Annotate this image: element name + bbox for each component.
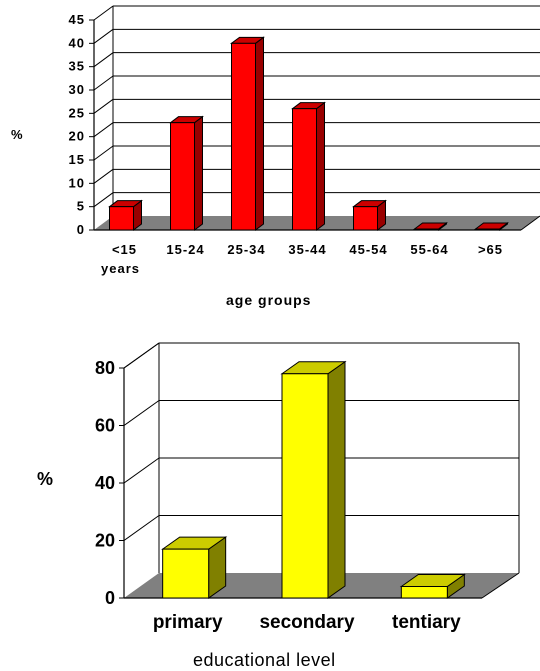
chart2-y-axis-title: % <box>37 469 53 489</box>
c2-grid-diagonal <box>123 400 160 426</box>
c1-x-tick-line: 25-34 <box>227 242 265 257</box>
c1-x-tick-label: 35-44 <box>288 242 326 257</box>
c1-x-tick-line: 45-54 <box>349 242 387 257</box>
c2-x-tick-line: primary <box>153 612 223 633</box>
c1-x-tick-line: <15 <box>112 242 137 257</box>
c1-x-tick-line: 15-24 <box>166 242 204 257</box>
chart1-x-axis-title: age groups <box>226 292 311 308</box>
c1-bar-side <box>316 101 325 231</box>
c1-bar-front <box>231 42 256 231</box>
c1-y-tick-label: 25 <box>69 105 85 120</box>
c2-x-tick-line: tentiary <box>392 612 461 633</box>
c2-x-tick-label: primary <box>153 612 223 633</box>
c1-x-tick-line: 35-44 <box>288 242 326 257</box>
c1-grid-diagonal <box>93 5 114 21</box>
chart1-y-axis-title: % <box>11 127 24 142</box>
c1-x-tick-label: <15 years <box>101 242 140 276</box>
c1-x-tick-line: 55-64 <box>410 242 448 257</box>
c2-y-tick-label: 80 <box>95 358 115 378</box>
c1-grid-diagonal <box>93 168 114 184</box>
c1-y-tick-label: 30 <box>69 82 85 97</box>
c1-y-tick-label: 15 <box>69 152 85 167</box>
c1-x-tick-line: >65 <box>478 242 503 257</box>
c2-bar <box>280 360 347 599</box>
c2-bar <box>161 536 228 599</box>
c1-grid-diagonal <box>93 192 114 208</box>
chart1-floor-edge <box>520 215 540 231</box>
c2-y-tick-label: 60 <box>95 416 115 436</box>
c1-bar <box>169 115 204 231</box>
c1-bar-front <box>475 228 500 231</box>
c1-grid-diagonal <box>93 98 114 114</box>
c1-grid-diagonal <box>93 28 114 44</box>
c2-y-tick-label: 40 <box>95 473 115 493</box>
chart2-top-diagonal <box>123 342 160 369</box>
c2-bar-side <box>327 360 346 599</box>
c1-bar-front <box>109 206 134 231</box>
c2-y-tick-label: 0 <box>105 588 115 608</box>
c1-grid-diagonal <box>93 145 114 161</box>
chart2-floor-edge <box>481 572 520 599</box>
c1-y-tick-label: 0 <box>77 222 85 237</box>
c1-bar-side <box>255 36 264 231</box>
c1-bar <box>230 36 265 231</box>
c1-bar-front <box>170 122 195 231</box>
c2-x-tick-label: tentiary <box>392 612 461 633</box>
c1-y-tick-label: 10 <box>69 175 85 190</box>
c1-x-tick-line: years <box>101 261 140 276</box>
chart2-x-axis-title: educational level <box>193 650 336 670</box>
c1-x-tick-label: 45-54 <box>349 242 387 257</box>
c1-bar-side <box>194 115 203 231</box>
c1-x-tick-label: 15-24 <box>166 242 204 257</box>
c1-x-tick-label: >65 <box>478 242 503 257</box>
c1-bar-front <box>292 108 317 231</box>
c2-bar <box>399 573 466 599</box>
c2-x-tick-line: secondary <box>259 612 354 633</box>
c1-y-tick-label: 45 <box>69 12 85 27</box>
c1-bar-front <box>353 206 378 231</box>
c1-y-tick-label: 5 <box>77 199 85 214</box>
c1-bar <box>413 222 448 231</box>
c2-bar-front <box>281 373 329 599</box>
c1-x-tick-label: 55-64 <box>410 242 448 257</box>
c1-grid-diagonal <box>93 75 114 91</box>
c1-bar <box>352 199 387 231</box>
c1-x-tick-label: 25-34 <box>227 242 265 257</box>
c1-y-tick-label: 35 <box>69 59 85 74</box>
c2-bar-front <box>162 548 210 599</box>
c1-grid-diagonal <box>93 122 114 138</box>
c1-y-tick-label: 20 <box>69 129 85 144</box>
c1-y-tick-label: 40 <box>69 35 85 50</box>
c2-grid-diagonal <box>123 457 160 484</box>
c1-bar <box>291 101 326 231</box>
c1-grid-diagonal <box>93 52 114 68</box>
c2-x-tick-label: secondary <box>259 612 354 633</box>
c1-bar <box>108 199 143 231</box>
c1-bar-front <box>414 228 439 231</box>
chart-age-groups: 0 5 10 15 20 25 30 35 40 45 <15 years 15-24 25-34 35-… <box>11 5 540 308</box>
c1-bar <box>474 222 509 231</box>
c2-grid-diagonal <box>123 515 160 541</box>
c2-y-tick-label: 20 <box>95 531 115 551</box>
c2-bar-front <box>400 586 448 599</box>
chart-educational-level: 0 20 40 60 80 primary secondary tentiary % edu… <box>37 342 520 670</box>
